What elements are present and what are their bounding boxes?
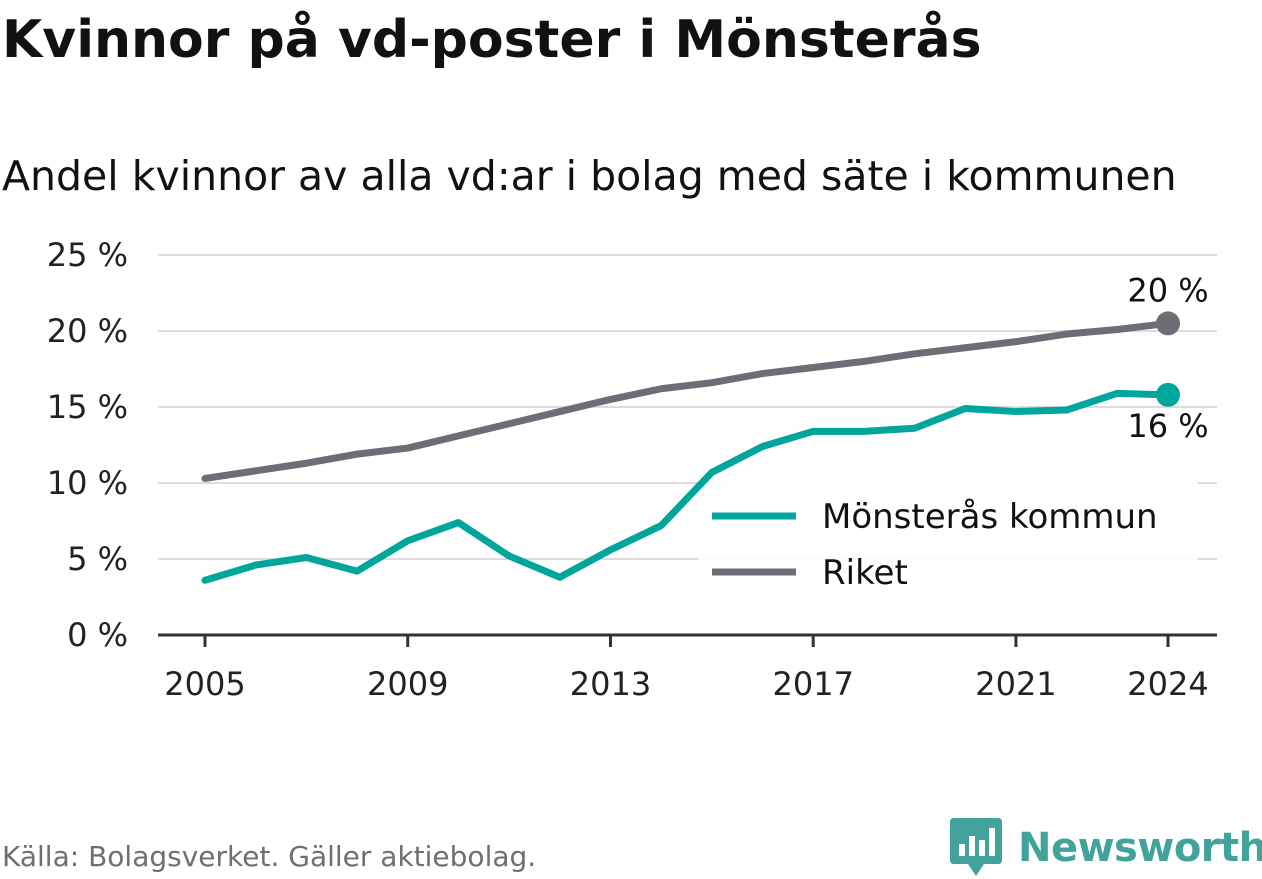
chart-subtitle: Andel kvinnor av alla vd:ar i bolag med … [2,152,1177,200]
legend-label-riket: Riket [822,553,908,593]
x-tick-label: 2009 [367,665,448,703]
brand-logo: Newsworthy [950,818,1262,878]
x-tick-label: 2013 [570,665,651,703]
legend-background [698,482,1198,602]
legend: Mönsterås kommun Riket [698,482,1198,602]
end-point-monsteras [1156,382,1180,407]
x-tick-label: 2024 [1127,665,1208,703]
x-tick-label: 2017 [772,665,853,703]
legend-label-monsteras: Mönsterås kommun [822,497,1158,537]
x-tick-label: 2005 [164,665,245,703]
end-point-riket [1156,311,1180,336]
end-label-monsteras: 16 % [1127,407,1208,445]
line-chart: 0 %5 %10 %15 %20 %25 % 2005 2009 2013 2017 2… [47,236,1217,703]
source-note: Källa: Bolagsverket. Gäller aktiebolag. [2,840,537,873]
y-tick-label: 25 % [47,236,128,274]
y-tick-label: 20 % [47,312,128,350]
series-line-monsteras [201,389,1172,584]
x-tick-label: 2021 [975,665,1056,703]
end-labels: 16 % 20 % [1127,271,1208,444]
y-axis-ticks: 0 % 5 % 10 % 15 % 20 % 25 % [47,236,128,654]
y-tick-label: 0 % [67,616,128,654]
series-lines [201,311,1180,584]
chart-title: Kvinnor på vd-poster i Mönsterås [2,10,982,70]
brand-name: Newsworthy [1018,825,1262,871]
series-line-riket [201,319,1172,482]
bar-chart-badge-icon [950,818,1002,876]
y-tick-label: 15 % [47,388,128,426]
end-label-riket: 20 % [1127,271,1208,309]
y-tick-label: 5 % [67,540,128,578]
y-tick-label: 10 % [47,464,128,502]
x-axis: 2005 2009 2013 2017 2021 2024 [158,633,1217,703]
